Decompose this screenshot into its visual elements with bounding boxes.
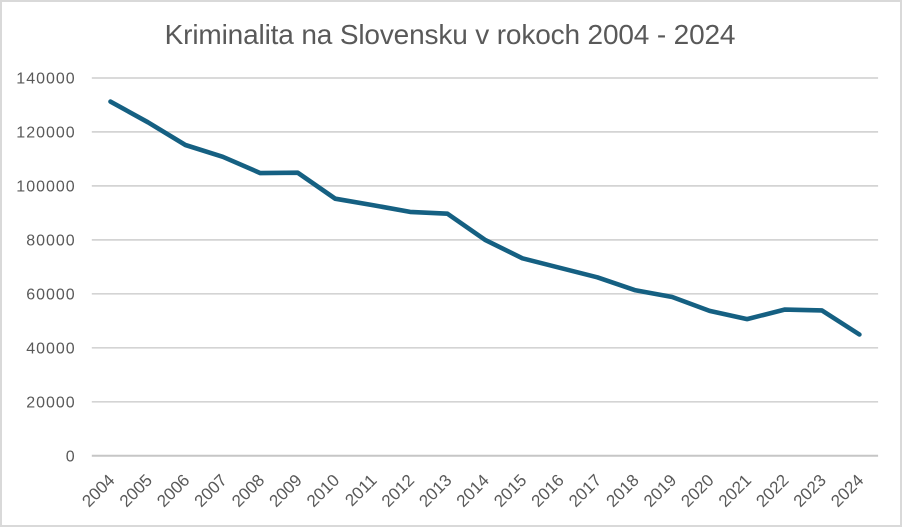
svg-text:Kriminalita na Slovensku v rok: Kriminalita na Slovensku v rokoch 2004 -… <box>165 19 736 50</box>
svg-text:60000: 60000 <box>26 287 76 304</box>
svg-text:80000: 80000 <box>26 233 76 250</box>
svg-text:100000: 100000 <box>16 179 75 196</box>
svg-text:140000: 140000 <box>16 70 75 87</box>
svg-text:0: 0 <box>66 449 76 466</box>
svg-text:120000: 120000 <box>16 125 75 142</box>
svg-text:40000: 40000 <box>26 341 76 358</box>
svg-text:20000: 20000 <box>26 395 76 412</box>
